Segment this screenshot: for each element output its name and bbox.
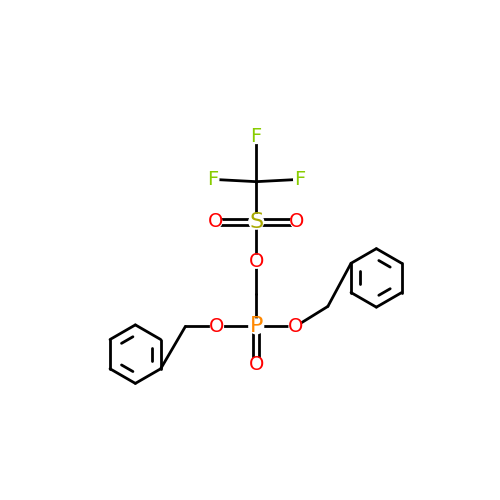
Circle shape	[250, 358, 262, 370]
Text: O: O	[248, 252, 264, 271]
Text: O: O	[208, 212, 223, 231]
Circle shape	[290, 215, 304, 228]
Text: F: F	[294, 170, 306, 189]
Circle shape	[209, 215, 222, 228]
Text: F: F	[250, 128, 262, 146]
Circle shape	[289, 320, 302, 333]
Circle shape	[210, 320, 224, 333]
Circle shape	[206, 173, 219, 186]
Circle shape	[249, 214, 264, 229]
Text: O: O	[288, 317, 303, 336]
Text: P: P	[250, 316, 263, 336]
Text: S: S	[249, 212, 264, 232]
Text: F: F	[206, 170, 218, 189]
Text: O: O	[290, 212, 304, 231]
Text: O: O	[210, 317, 224, 336]
Circle shape	[250, 256, 262, 268]
Text: O: O	[248, 354, 264, 374]
Circle shape	[294, 173, 306, 186]
Circle shape	[249, 319, 264, 334]
Circle shape	[250, 130, 262, 143]
